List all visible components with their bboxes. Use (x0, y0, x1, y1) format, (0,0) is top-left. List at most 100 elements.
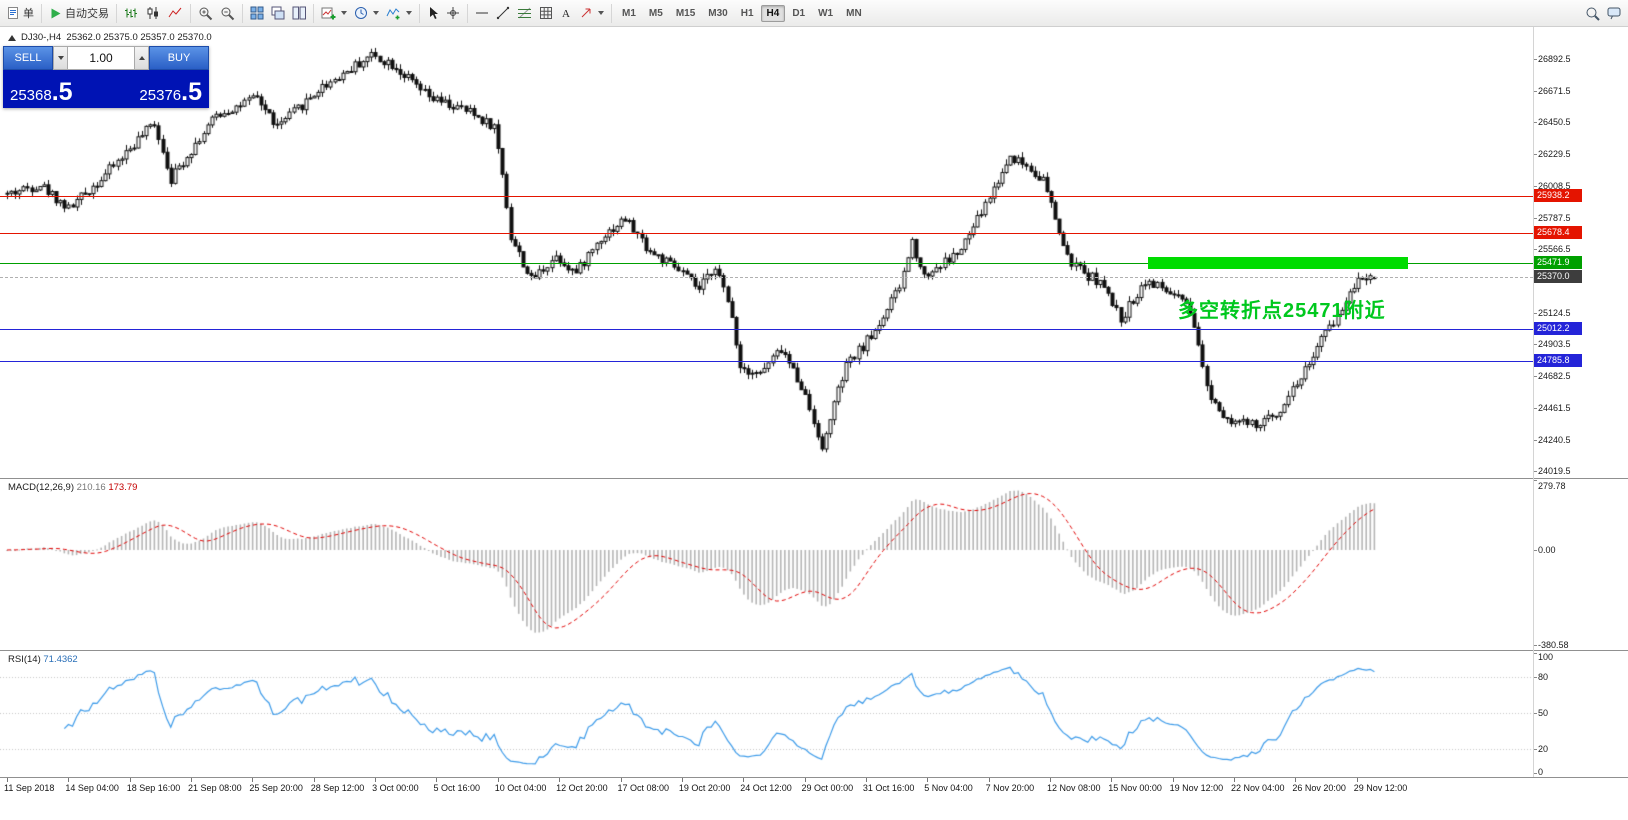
macd-name: MACD(12,26,9) (8, 482, 74, 493)
search-icon (1585, 6, 1600, 21)
cascade-windows-button[interactable] (268, 4, 288, 22)
tile-windows-button[interactable] (247, 4, 267, 22)
price-axis-tick (1533, 59, 1537, 60)
fibonacci-button[interactable] (514, 4, 535, 22)
grid-icon (539, 6, 553, 20)
support-upper-line[interactable] (0, 329, 1533, 330)
pivot-green-price-tag: 25471.9 (1534, 256, 1582, 269)
new-chart-button[interactable] (318, 4, 350, 22)
chart-annotation-text[interactable]: 多空转折点25471附近 (1178, 300, 1386, 322)
rsi-axis-label: 0 (1538, 767, 1544, 777)
rsi-axis-tick (1533, 713, 1537, 714)
current-bid-line[interactable] (0, 277, 1533, 278)
buy-price[interactable]: 25376.5 (139, 80, 202, 105)
price-axis-label: 24903.5 (1538, 339, 1571, 350)
new-order-button[interactable]: 单 (3, 3, 37, 23)
resistance-upper-line[interactable] (0, 196, 1533, 197)
autotrading-button[interactable]: 自动交易 (46, 3, 112, 23)
support-zone-rectangle[interactable] (1148, 257, 1408, 269)
candlestick-chart-canvas[interactable] (0, 27, 1533, 478)
time-axis[interactable]: 11 Sep 2018 14 Sep 04:00 18 Sep 16:00 21 Se… (0, 777, 1628, 820)
time-axis-tick (436, 778, 437, 782)
price-axis-label: 26229.5 (1538, 149, 1571, 160)
macd-axis-tick (1533, 480, 1537, 481)
time-axis-tick (1357, 778, 1358, 782)
timeframe-mn-button[interactable]: MN (846, 7, 862, 19)
chart-line-button[interactable] (165, 4, 186, 22)
sell-button[interactable]: SELL (3, 46, 53, 70)
crosshair-icon (446, 6, 460, 20)
horizontal-line-button[interactable] (472, 4, 492, 22)
crosshair-button[interactable] (443, 4, 463, 22)
arrows-tool-button[interactable] (576, 4, 607, 22)
buy-price-frac: .5 (181, 78, 202, 106)
zoom-in-button[interactable] (195, 4, 216, 23)
timeframe-m1-button[interactable]: M1 (622, 7, 636, 19)
support-lower-price-tag: 24785.8 (1534, 354, 1582, 367)
cursor-button[interactable] (424, 4, 442, 22)
price-axis-label: 24240.5 (1538, 434, 1571, 445)
time-axis-label: 31 Oct 16:00 (862, 783, 915, 793)
timeframe-m5-button[interactable]: M5 (648, 7, 663, 19)
timeframe-w1-button[interactable]: W1 (818, 7, 834, 19)
support-lower-line[interactable] (0, 361, 1533, 362)
timeframe-d1-button[interactable]: D1 (792, 7, 806, 19)
price-axis-label: 25787.5 (1538, 212, 1571, 223)
buy-button[interactable]: BUY (149, 46, 209, 70)
lot-size-input[interactable]: 1.00 (68, 46, 134, 70)
time-axis-tick (375, 778, 376, 782)
time-axis-tick (498, 778, 499, 782)
time-axis-label: 21 Sep 08:00 (188, 783, 242, 793)
trendline-button[interactable] (493, 4, 513, 22)
price-axis-tick (1533, 408, 1537, 409)
chart-bars-button[interactable] (121, 4, 142, 22)
rsi-axis-tick (1533, 677, 1537, 678)
macd-canvas[interactable] (0, 479, 1533, 650)
svg-text:A: A (562, 8, 570, 20)
bar-chart-icon (124, 6, 139, 20)
chart-candles-button[interactable] (143, 4, 164, 22)
timeframe-m15-button[interactable]: M15 (675, 7, 696, 19)
time-axis-tick (743, 778, 744, 782)
profiles-button[interactable] (351, 4, 382, 22)
pivot-green-line[interactable] (0, 263, 1533, 264)
one-click-trading-panel: SELL 1.00 BUY 25368.5 25376.5 (3, 46, 209, 108)
time-axis-tick (805, 778, 806, 782)
macd-indicator-panel: MACD(12,26,9) 210.16 173.79 279.78 0.00 -3… (0, 478, 1628, 650)
time-axis-tick (1295, 778, 1296, 782)
sell-price-frac: .5 (51, 78, 73, 106)
zoom-out-button[interactable] (217, 4, 238, 23)
trade-panel-toggle-icon[interactable] (8, 35, 16, 41)
macd-axis-tick (1533, 550, 1537, 551)
timeframe-h1-button[interactable]: H1 (740, 7, 754, 19)
timeframe-m30-button[interactable]: M30 (708, 7, 728, 19)
symbol-ohlc-label: DJ30-,H4 25362.0 25375.0 25357.0 25370.0 (21, 32, 212, 43)
price-axis-tick (1533, 471, 1537, 472)
time-axis-tick (621, 778, 622, 782)
rsi-canvas[interactable] (0, 651, 1533, 777)
text-tool-button[interactable]: A (557, 4, 575, 22)
rsi-name: RSI(14) (8, 654, 41, 665)
rsi-label: RSI(14) 71.4362 (8, 654, 78, 665)
time-axis-tick (314, 778, 315, 782)
search-button[interactable] (1582, 4, 1603, 23)
toolbar-separator (467, 3, 468, 23)
trade-panel-prices: 25368.5 25376.5 (3, 70, 209, 108)
time-axis-tick (989, 778, 990, 782)
sell-price[interactable]: 25368.5 (10, 80, 73, 105)
tile-vertical-button[interactable] (289, 4, 309, 22)
tile-vertical-icon (292, 6, 306, 20)
lot-decrease-button[interactable] (53, 46, 68, 70)
dropdown-caret-icon (406, 11, 412, 15)
resistance-lower-line[interactable] (0, 233, 1533, 234)
rsi-indicator-panel: RSI(14) 71.4362 100 80 50 20 0 (0, 650, 1628, 777)
grid-objects-button[interactable] (536, 4, 556, 22)
chat-button[interactable] (1604, 4, 1625, 22)
time-axis-tick (866, 778, 867, 782)
time-axis-tick (7, 778, 8, 782)
time-axis-tick (1050, 778, 1051, 782)
lot-increase-button[interactable] (134, 46, 149, 70)
indicators-button[interactable] (383, 4, 415, 22)
macd-axis-label: 279.78 (1538, 481, 1566, 491)
timeframe-h4-button[interactable]: H4 (760, 4, 786, 22)
